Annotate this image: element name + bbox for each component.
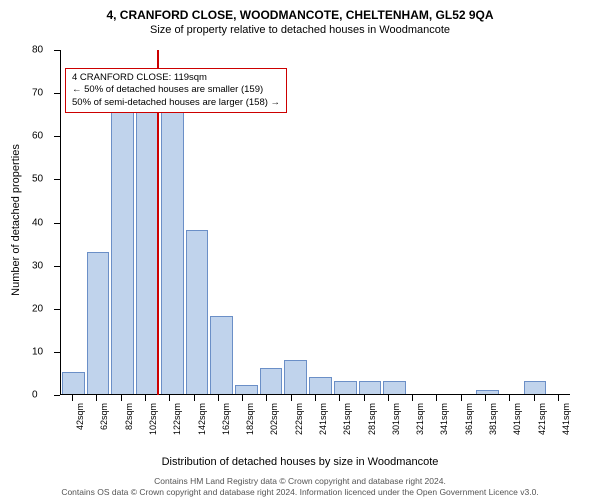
y-tick-label: 40 bbox=[32, 217, 560, 228]
x-tick-label: 202sqm bbox=[269, 403, 279, 435]
chart-subtitle: Size of property relative to detached ho… bbox=[0, 22, 600, 36]
x-tick-label: 122sqm bbox=[172, 403, 182, 435]
x-tick-label: 82sqm bbox=[124, 403, 134, 430]
y-tick-label: 0 bbox=[32, 390, 560, 401]
x-tick-label: 62sqm bbox=[99, 403, 109, 430]
y-tick-label: 30 bbox=[32, 260, 560, 271]
x-tick-label: 261sqm bbox=[342, 403, 352, 435]
x-tick-label: 301sqm bbox=[391, 403, 401, 435]
x-tick-label: 421sqm bbox=[537, 403, 547, 435]
chart-area: 42sqm62sqm82sqm102sqm122sqm142sqm162sqm1… bbox=[60, 50, 570, 395]
x-tick-label: 361sqm bbox=[464, 403, 474, 435]
x-axis-label: Distribution of detached houses by size … bbox=[0, 456, 600, 468]
y-tick-label: 70 bbox=[32, 88, 560, 99]
y-tick-label: 60 bbox=[32, 131, 560, 142]
y-axis-label: Number of detached properties bbox=[10, 144, 22, 296]
x-tick-label: 42sqm bbox=[75, 403, 85, 430]
x-tick-label: 381sqm bbox=[488, 403, 498, 435]
y-tick-label: 20 bbox=[32, 303, 560, 314]
x-tick-label: 142sqm bbox=[197, 403, 207, 435]
footer-line1: Contains HM Land Registry data © Crown c… bbox=[0, 476, 600, 487]
x-tick-label: 162sqm bbox=[221, 403, 231, 435]
footer: Contains HM Land Registry data © Crown c… bbox=[0, 476, 600, 498]
x-tick-label: 281sqm bbox=[367, 403, 377, 435]
x-tick-label: 102sqm bbox=[148, 403, 158, 435]
x-tick-label: 401sqm bbox=[512, 403, 522, 435]
x-tick-label: 222sqm bbox=[294, 403, 304, 435]
x-tick-label: 341sqm bbox=[439, 403, 449, 435]
x-tick-label: 182sqm bbox=[245, 403, 255, 435]
chart-title: 4, CRANFORD CLOSE, WOODMANCOTE, CHELTENH… bbox=[0, 0, 600, 22]
x-tick-label: 241sqm bbox=[318, 403, 328, 435]
x-tick-label: 441sqm bbox=[561, 403, 571, 435]
y-tick-label: 10 bbox=[32, 346, 560, 357]
y-tick-label: 80 bbox=[32, 45, 560, 56]
annotation-line1: 4 CRANFORD CLOSE: 119sqm bbox=[72, 72, 280, 84]
x-tick-label: 321sqm bbox=[415, 403, 425, 435]
bar bbox=[87, 252, 110, 394]
y-tick-label: 50 bbox=[32, 174, 560, 185]
footer-line2: Contains OS data © Crown copyright and d… bbox=[0, 487, 600, 498]
